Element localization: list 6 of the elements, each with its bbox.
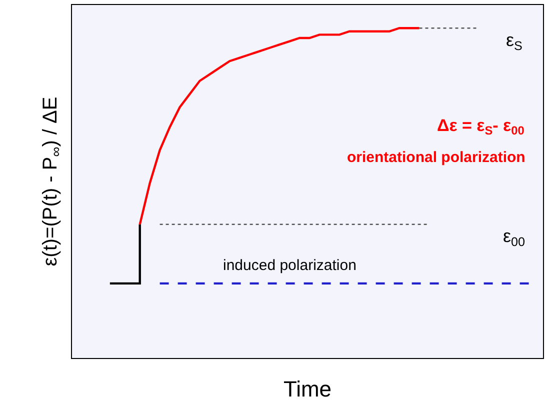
annotation: ε$_{S}$ xyxy=(506,30,522,53)
annotation: induced polarization xyxy=(223,257,356,274)
annotation: ε$_{00}$ xyxy=(503,226,526,249)
x-axis-title: Time xyxy=(283,376,332,402)
annotation: orientational polarization xyxy=(347,149,526,166)
annotation: Δε = ε$_{S}$- ε$_{00}$ xyxy=(437,116,525,138)
